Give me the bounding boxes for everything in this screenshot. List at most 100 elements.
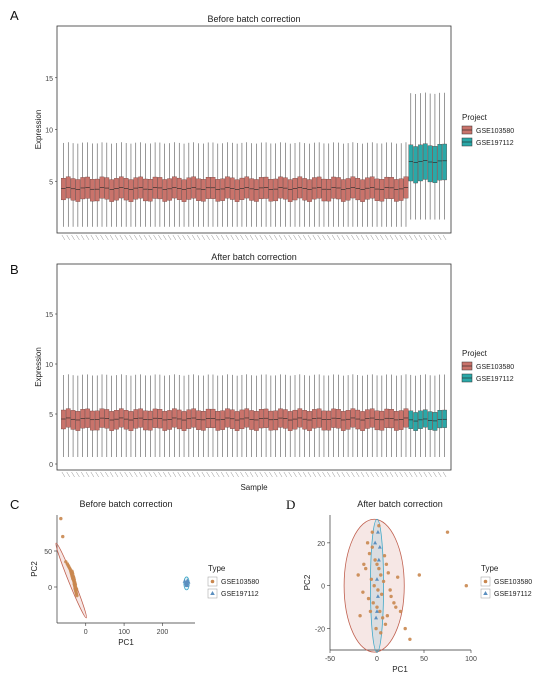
before-xtick-mark	[428, 234, 432, 241]
after-xtick-mark	[192, 471, 196, 478]
before-xtick-mark	[100, 234, 104, 241]
after-xtick-mark	[182, 471, 186, 478]
before-box	[239, 177, 245, 200]
before-box	[220, 178, 225, 201]
before-box	[287, 179, 293, 202]
before-xtick-mark	[438, 234, 442, 241]
before-box	[365, 177, 370, 200]
after-box	[176, 409, 182, 430]
after-ytick-label: 0	[49, 462, 53, 469]
after-box	[302, 410, 307, 430]
before-xtick-mark	[302, 234, 307, 241]
after-box	[307, 411, 312, 431]
pca-after-point-gse103580	[381, 579, 386, 584]
after-xtick-mark	[385, 471, 389, 478]
before-box	[360, 179, 365, 202]
pca-after-point-gse103580	[373, 558, 377, 562]
after-xtick-mark	[442, 471, 447, 478]
after-box	[273, 410, 279, 431]
pca-before-ytick-label: 0	[48, 585, 52, 592]
after-xtick-mark	[399, 471, 403, 478]
before-xtick-mark	[148, 234, 152, 241]
before-xtick-mark	[225, 234, 230, 241]
before-xtick-mark	[201, 234, 206, 241]
before-xtick-mark	[167, 234, 172, 241]
before-xtick-mark	[399, 234, 403, 241]
before-box	[374, 178, 380, 201]
after-xtick-mark	[172, 471, 177, 478]
pca-after-point-gse103580	[384, 562, 389, 566]
before-xtick-mark	[109, 234, 114, 241]
after-box	[345, 410, 351, 430]
after-box	[254, 411, 259, 431]
before-xtick-mark	[134, 234, 138, 241]
after-xtick-mark	[148, 471, 152, 478]
after-xtick-mark	[225, 471, 230, 478]
pca-before-point-gse103580	[74, 588, 78, 593]
after-xtick-mark	[201, 471, 206, 478]
before-xtick-mark	[259, 234, 263, 241]
after-ytick-label: 15	[45, 312, 53, 319]
pca-before-legend-title: Type	[208, 564, 226, 573]
before-xtick-mark	[365, 234, 370, 241]
pca-after-point-gse103580	[403, 626, 407, 631]
after-box	[75, 411, 81, 431]
pca-after-point-gse103580	[380, 616, 385, 620]
before-ytick-label: 10	[45, 128, 53, 135]
pca-after-legend-label: GSE197112	[494, 591, 532, 598]
after-legend-title: Project	[462, 349, 488, 358]
before-xtick-mark	[346, 234, 350, 241]
before-box	[90, 179, 95, 202]
after-xtick-mark	[307, 471, 312, 478]
after-xtick-mark	[100, 471, 104, 478]
pca-after-point-gse103580	[370, 530, 374, 534]
before-xtick-mark	[95, 234, 99, 241]
after-xtick-mark	[167, 471, 172, 478]
after-box	[220, 410, 225, 430]
pca-after-point-gse197112	[375, 609, 379, 613]
before-xtick-mark	[153, 234, 157, 241]
after-box	[355, 409, 361, 430]
before-xtick-mark	[360, 234, 365, 241]
before-ytick-label: 15	[45, 76, 53, 83]
before-xtick-mark	[211, 234, 215, 241]
before-xtick-mark	[380, 234, 384, 241]
before-xtick-mark	[307, 234, 312, 241]
after-xtick-mark	[196, 471, 201, 478]
after-xtick-mark	[375, 471, 379, 478]
after-xtick-mark	[163, 471, 167, 478]
pca-after-point-gse103580	[388, 588, 392, 592]
pca-after-point-gse103580	[389, 594, 393, 599]
before-xtick-mark	[192, 234, 196, 241]
before-xtick-mark	[187, 234, 191, 241]
pca-before-point-gse103580	[71, 572, 75, 576]
pca-after-point-gse103580	[386, 571, 390, 575]
before-box	[61, 177, 66, 201]
after-box	[442, 409, 447, 428]
after-box	[292, 409, 298, 430]
before-xtick-mark	[288, 234, 292, 241]
after-xtick-mark	[394, 471, 399, 478]
pca-after-point-gse103580	[377, 566, 381, 571]
after-xtick-mark	[134, 471, 138, 478]
pca-after-point-gse103580	[375, 605, 379, 609]
pca-after-point-gse103580	[378, 609, 382, 614]
after-xtick-mark	[206, 471, 210, 478]
pca-after-point-gse197112	[373, 540, 378, 545]
before-xtick-mark	[331, 234, 336, 241]
after-xtick-mark	[124, 471, 128, 478]
pca-after-title: After batch correction	[357, 499, 443, 509]
after-box	[147, 410, 153, 431]
pca-after-point-gse103580	[374, 626, 378, 631]
after-xtick-mark	[370, 471, 374, 478]
before-xtick-mark	[249, 234, 254, 241]
after-xtick-mark	[409, 471, 413, 478]
after-xtick-mark	[76, 471, 80, 478]
before-xtick-mark	[66, 234, 70, 241]
panel-label-c: C	[10, 497, 20, 512]
before-xtick-mark	[245, 234, 249, 241]
before-xtick-mark	[158, 234, 162, 241]
after-xtick-mark	[216, 471, 220, 478]
before-xtick-mark	[433, 234, 437, 241]
before-xtick-mark	[283, 234, 288, 241]
